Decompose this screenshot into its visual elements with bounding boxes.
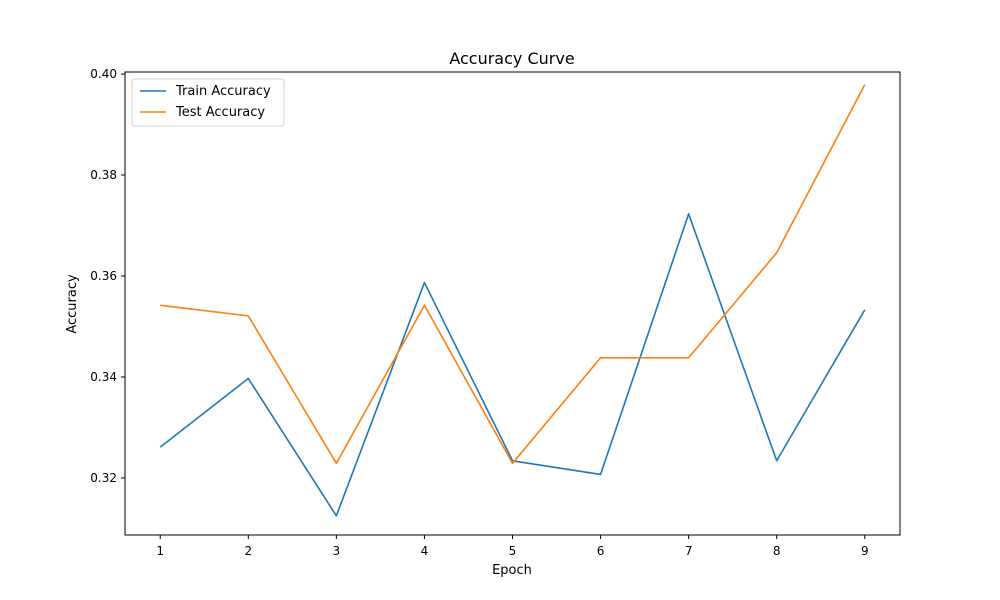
x-tick-label: 2 bbox=[244, 544, 252, 558]
legend-label: Test Accuracy bbox=[175, 105, 265, 120]
series-line-test-accuracy bbox=[160, 84, 866, 465]
legend: Train Accuracy Test Accuracy bbox=[131, 78, 285, 127]
x-tick-label: 5 bbox=[509, 544, 517, 558]
y-axis-label: Accuracy bbox=[65, 274, 80, 334]
x-tick-label: 7 bbox=[685, 544, 693, 558]
x-tick-label: 9 bbox=[861, 544, 869, 558]
y-tick-label: 0.36 bbox=[90, 269, 117, 283]
legend-box bbox=[131, 78, 285, 127]
plot-area: 1 2 3 4 5 6 7 8 9 0.32 0.34 0.36 0.38 0.40 Train Accur… bbox=[90, 67, 901, 558]
x-axis-label: Epoch bbox=[492, 563, 532, 578]
x-tick-label: 1 bbox=[156, 544, 164, 558]
y-tick-label: 0.32 bbox=[90, 471, 117, 485]
y-tick-label: 0.40 bbox=[90, 67, 117, 81]
y-tick-label: 0.34 bbox=[90, 370, 117, 384]
x-tick-label: 3 bbox=[333, 544, 341, 558]
x-tick-label: 6 bbox=[597, 544, 605, 558]
y-tick-label: 0.38 bbox=[90, 168, 117, 182]
x-tick-label: 8 bbox=[773, 544, 781, 558]
legend-label: Train Accuracy bbox=[175, 84, 271, 99]
series-line-train-accuracy bbox=[159, 213, 866, 517]
chart-title: Accuracy Curve bbox=[449, 49, 574, 68]
x-tick-label: 4 bbox=[421, 544, 429, 558]
